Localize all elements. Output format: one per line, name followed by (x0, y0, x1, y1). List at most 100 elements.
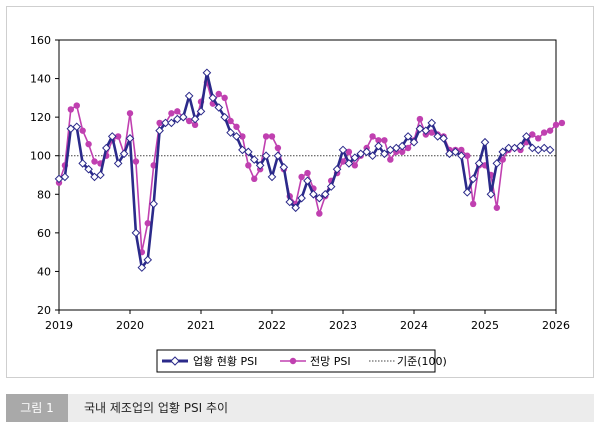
data-point (185, 117, 193, 125)
data-point (125, 134, 135, 143)
data-point (113, 159, 123, 168)
data-point (214, 103, 224, 112)
data-point (60, 172, 70, 182)
x-tick-label: 2019 (45, 319, 73, 332)
data-point (150, 162, 157, 169)
y-tick-label: 140 (30, 73, 51, 86)
data-point (96, 170, 105, 180)
data-point (492, 159, 502, 168)
data-point (545, 145, 555, 155)
data-point (498, 147, 508, 157)
legend-label: 기준(100) (397, 355, 447, 368)
data-point (67, 106, 75, 113)
data-point (149, 199, 158, 209)
y-tick-label: 160 (30, 34, 51, 47)
legend-marker (289, 357, 297, 365)
data-point (143, 255, 153, 265)
data-point (196, 107, 206, 116)
data-point (144, 220, 151, 227)
data-point (404, 144, 412, 152)
x-tick-label: 2024 (400, 319, 428, 332)
data-point (239, 133, 246, 140)
x-tick-label: 2025 (471, 319, 499, 332)
data-point (190, 114, 200, 124)
data-point (167, 118, 176, 128)
x-tick-label: 2026 (542, 319, 570, 332)
data-point (184, 91, 194, 101)
data-point (480, 137, 490, 147)
y-tick-label: 20 (37, 304, 51, 317)
data-point (178, 112, 188, 122)
data-point (387, 156, 394, 163)
data-point (351, 162, 359, 169)
y-tick-label: 100 (30, 150, 51, 163)
data-point (114, 133, 122, 140)
data-point (132, 158, 140, 165)
data-point (131, 228, 141, 238)
data-point (233, 123, 240, 130)
legend-label: 전망 PSI (310, 355, 351, 368)
data-point (552, 121, 560, 129)
data-point (433, 132, 442, 141)
data-point (220, 112, 229, 122)
data-point (462, 188, 472, 197)
data-point (528, 143, 537, 153)
caption-number: 그림 1 (6, 394, 68, 422)
data-point (268, 133, 276, 140)
data-point (251, 175, 258, 183)
data-point (221, 94, 228, 102)
data-point (315, 193, 324, 203)
legend: 업황 현황 PSI 전망 PSI 기준(100) (156, 349, 447, 373)
data-point (202, 68, 212, 78)
data-point (398, 148, 406, 156)
data-point (102, 143, 111, 153)
data-point (326, 182, 336, 191)
data-point (539, 143, 549, 153)
data-point (320, 189, 330, 199)
data-point (249, 155, 259, 164)
data-point (529, 131, 536, 138)
data-point (338, 145, 348, 155)
data-point (516, 141, 525, 151)
y-tick-label: 60 (37, 227, 51, 240)
data-point (344, 159, 354, 168)
data-point (486, 189, 496, 199)
data-point (285, 197, 295, 207)
data-point (208, 93, 218, 103)
data-point (215, 90, 222, 98)
line-chart: 20 40 60 80 100 120 140 160 2019 2020 2021 2022 202… (30, 34, 570, 373)
data-point (350, 153, 360, 162)
data-point (119, 149, 129, 159)
y-tick-label: 40 (37, 265, 51, 278)
data-point (156, 119, 163, 127)
data-point (85, 140, 92, 148)
data-point (155, 126, 164, 135)
data-point (309, 189, 318, 199)
data-point (439, 134, 448, 143)
data-point (427, 118, 437, 128)
legend-marker (170, 356, 180, 366)
data-point (161, 118, 170, 128)
data-point (245, 162, 252, 169)
data-point (421, 126, 431, 135)
data-point (428, 129, 435, 136)
data-point (244, 147, 253, 157)
x-tick-label: 2023 (329, 319, 357, 332)
data-point (84, 164, 93, 174)
data-point (126, 110, 134, 117)
x-tick-label: 2020 (116, 319, 144, 332)
data-point (345, 148, 353, 156)
figure-caption: 그림 1 국내 제조업의 업황 PSI 추이 (6, 394, 594, 422)
data-point (73, 102, 80, 109)
caption-text: 국내 제조업의 업황 PSI 추이 (84, 401, 229, 415)
data-point (381, 137, 388, 144)
data-point (91, 158, 98, 165)
data-point (499, 156, 506, 163)
data-point (409, 137, 419, 147)
data-point (522, 132, 531, 141)
data-point (375, 137, 382, 144)
data-point (540, 129, 548, 136)
data-point (457, 151, 466, 161)
data-point (504, 143, 513, 153)
data-point (107, 132, 117, 141)
